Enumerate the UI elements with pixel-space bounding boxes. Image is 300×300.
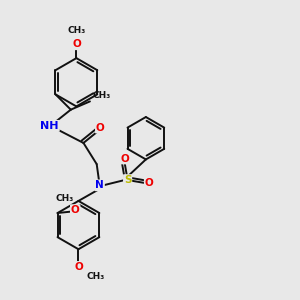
Text: CH₃: CH₃ — [87, 272, 105, 281]
Text: CH₃: CH₃ — [67, 26, 86, 34]
Text: CH₃: CH₃ — [92, 91, 110, 100]
Text: O: O — [145, 178, 154, 188]
Text: N: N — [95, 180, 104, 190]
Text: CH₃: CH₃ — [56, 194, 74, 203]
Text: O: O — [96, 123, 105, 133]
Text: S: S — [124, 175, 131, 185]
Text: O: O — [71, 205, 80, 215]
Text: O: O — [72, 39, 81, 49]
Text: O: O — [74, 262, 83, 272]
Text: NH: NH — [40, 121, 59, 131]
Text: O: O — [120, 154, 129, 164]
